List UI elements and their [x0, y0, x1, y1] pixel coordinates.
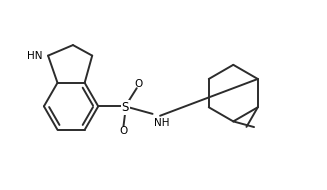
- Text: O: O: [134, 79, 142, 89]
- Text: S: S: [122, 101, 129, 114]
- Text: HN: HN: [27, 51, 43, 61]
- Text: O: O: [119, 126, 128, 136]
- Text: NH: NH: [154, 118, 170, 128]
